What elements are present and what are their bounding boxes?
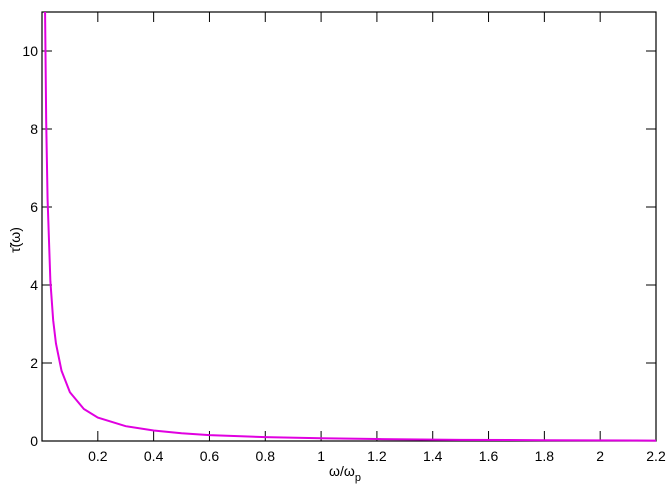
y-tick-label: 10: [22, 43, 38, 59]
x-tick-label: 1.8: [535, 448, 555, 464]
y-tick-label: 8: [30, 121, 38, 137]
x-tick-label: 1: [317, 448, 325, 464]
x-tick-label: 0.4: [144, 448, 164, 464]
x-tick-label: 1.4: [423, 448, 443, 464]
y-tick-label: 6: [30, 199, 38, 215]
x-tick-label: 0.6: [200, 448, 220, 464]
x-tick-label: 1.2: [367, 448, 387, 464]
y-axis-label: τ̃(ω): [7, 227, 23, 253]
y-tick-label: 0: [30, 433, 38, 449]
x-axis-label-subscript: p: [355, 472, 361, 484]
x-axis-label-main: ω/ω: [329, 463, 355, 479]
x-axis-label: ω/ωp: [329, 463, 361, 484]
x-tick-label: 0.2: [88, 448, 108, 464]
data-line: [44, 11, 657, 442]
x-tick-label: 1.6: [479, 448, 499, 464]
x-tick-label: 0.8: [256, 448, 276, 464]
y-tick-label: 4: [30, 277, 38, 293]
plot-frame: [41, 11, 657, 442]
x-tick-label: 2: [596, 448, 604, 464]
x-tick-label: 2.2: [646, 448, 666, 464]
y-tick-label: 2: [30, 355, 38, 371]
